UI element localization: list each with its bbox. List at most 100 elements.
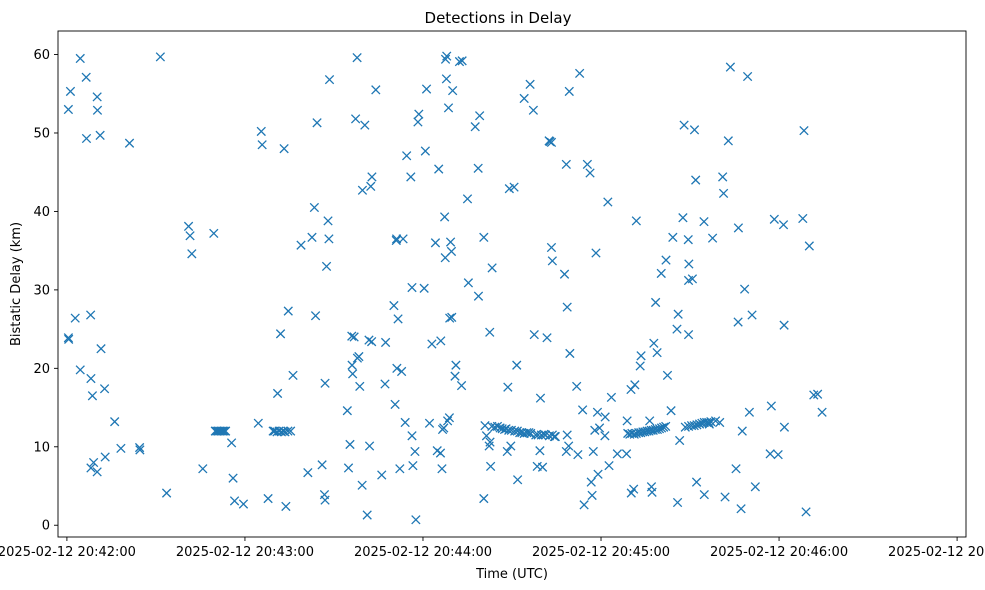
data-point-19 <box>110 417 120 427</box>
data-point-24 <box>88 457 99 468</box>
data-point-77 <box>324 234 334 244</box>
data-point-94 <box>364 335 374 345</box>
data-point-121 <box>414 109 424 119</box>
data-point-56 <box>283 426 293 436</box>
data-point-304 <box>687 274 698 284</box>
data-point-221 <box>564 86 574 97</box>
data-point-68 <box>310 311 321 321</box>
data-point-333 <box>778 220 789 230</box>
y-tick-label-1: 10 <box>33 440 50 455</box>
data-point-154 <box>463 278 474 288</box>
data-point-230 <box>586 477 596 487</box>
data-point-232 <box>588 446 598 457</box>
data-point-228 <box>582 159 593 170</box>
data-point-100 <box>377 470 387 480</box>
data-point-200 <box>536 430 547 440</box>
data-point-78 <box>342 406 352 416</box>
data-point-145 <box>446 246 457 257</box>
data-point-26 <box>100 452 110 462</box>
data-point-84 <box>349 332 359 342</box>
data-point-27 <box>161 488 172 498</box>
data-point-5 <box>92 92 102 102</box>
data-point-332 <box>773 449 783 460</box>
y-tick-label-2: 20 <box>33 362 50 377</box>
data-point-150 <box>454 56 465 67</box>
data-point-31 <box>198 464 208 474</box>
data-point-44 <box>238 499 249 509</box>
data-point-174 <box>501 424 511 434</box>
data-point-325 <box>742 71 753 82</box>
data-point-177 <box>503 382 513 392</box>
data-point-22 <box>135 445 145 455</box>
data-point-307 <box>691 477 702 487</box>
data-point-3 <box>81 72 91 82</box>
data-point-160 <box>479 493 489 504</box>
data-point-331 <box>765 449 775 459</box>
data-point-111 <box>398 234 408 244</box>
data-point-59 <box>275 329 286 339</box>
data-point-89 <box>355 381 365 392</box>
data-point-37 <box>216 426 226 436</box>
data-point-29 <box>185 231 195 241</box>
data-point-0 <box>63 104 74 115</box>
data-point-117 <box>408 460 418 471</box>
data-point-323 <box>737 426 747 436</box>
data-point-113 <box>402 151 412 161</box>
data-point-165 <box>485 437 495 447</box>
data-point-70 <box>317 460 327 470</box>
data-point-17 <box>96 344 106 354</box>
data-point-151 <box>457 56 467 66</box>
data-point-162 <box>481 431 492 441</box>
y-tick-label-5: 50 <box>33 126 50 141</box>
data-point-12 <box>70 313 80 323</box>
data-point-96 <box>366 337 377 347</box>
data-point-293 <box>692 420 702 430</box>
data-point-80 <box>345 439 355 450</box>
data-point-337 <box>799 125 809 136</box>
data-point-181 <box>509 182 519 192</box>
data-point-340 <box>809 390 819 400</box>
data-point-64 <box>296 240 306 250</box>
data-point-136 <box>439 212 450 222</box>
data-point-279 <box>661 255 671 265</box>
x-tick-label-0: 2025-02-12 20:42:00 <box>0 545 136 560</box>
data-point-39 <box>219 426 229 436</box>
data-point-127 <box>430 238 441 248</box>
data-point-92 <box>360 120 370 130</box>
data-point-245 <box>622 416 632 426</box>
data-point-276 <box>650 297 661 308</box>
data-point-158 <box>474 111 485 121</box>
data-point-233 <box>591 248 601 258</box>
data-point-321 <box>733 223 744 233</box>
data-point-264 <box>661 421 671 432</box>
data-point-238 <box>600 412 610 422</box>
data-point-205 <box>542 333 552 343</box>
data-point-66 <box>307 232 317 242</box>
data-point-289 <box>680 422 690 432</box>
data-point-98 <box>367 172 377 182</box>
data-point-216 <box>562 302 572 312</box>
data-point-134 <box>439 423 449 433</box>
data-point-217 <box>561 159 571 170</box>
data-point-32 <box>209 228 219 239</box>
data-point-139 <box>441 74 452 84</box>
y-tick-label-3: 30 <box>33 283 50 298</box>
data-point-159 <box>479 232 489 242</box>
data-point-305 <box>689 125 700 135</box>
data-point-7 <box>95 130 105 140</box>
data-point-201 <box>535 393 546 403</box>
data-point-107 <box>392 363 402 373</box>
data-points <box>63 51 827 525</box>
data-point-241 <box>604 460 614 471</box>
data-point-115 <box>407 431 417 441</box>
data-point-9 <box>155 52 166 62</box>
data-point-326 <box>744 407 755 417</box>
data-point-93 <box>362 510 372 520</box>
data-point-287 <box>678 213 688 223</box>
data-point-146 <box>447 312 457 323</box>
data-point-194 <box>528 105 539 115</box>
data-point-184 <box>512 475 523 485</box>
data-point-284 <box>673 309 683 319</box>
